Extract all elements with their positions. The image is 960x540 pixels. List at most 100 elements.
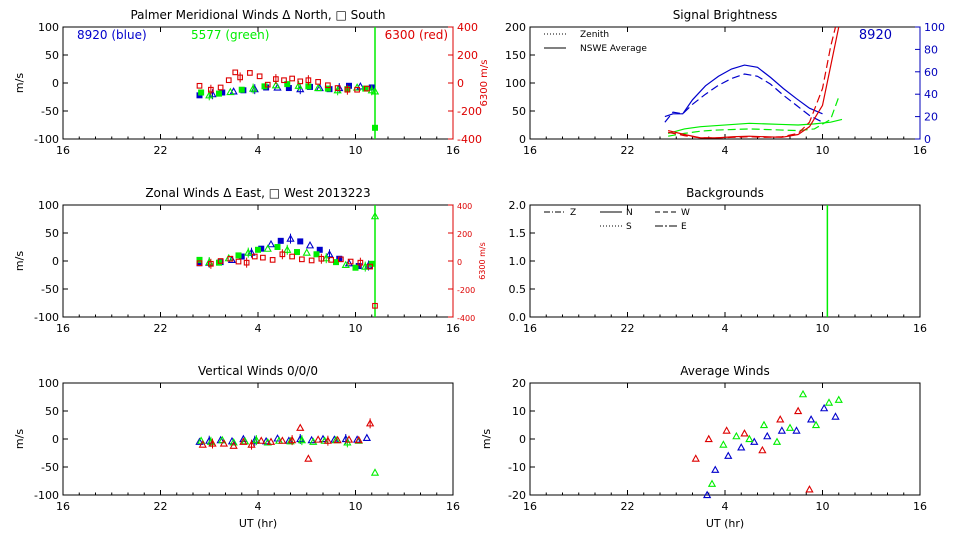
y-tick-label: 50 <box>45 227 59 240</box>
x-tick-label: 16 <box>523 500 537 513</box>
data-point <box>251 253 258 260</box>
data-point <box>232 69 239 76</box>
y-tick-label: 0.0 <box>509 311 527 324</box>
data-point <box>324 85 331 92</box>
data-point <box>691 454 700 462</box>
data-point <box>263 244 272 252</box>
x-tick-label: 22 <box>621 322 635 335</box>
data-point <box>219 439 229 447</box>
data-point <box>313 435 323 443</box>
legend-entry: N <box>626 208 633 218</box>
data-point <box>315 79 321 85</box>
right-axis-label: 6300 m/s <box>479 60 490 107</box>
data-point <box>352 435 362 443</box>
data-point <box>239 437 248 445</box>
data-point <box>806 415 816 423</box>
x-tick-label: 16 <box>913 144 927 157</box>
data-point <box>229 441 238 449</box>
data-point <box>824 398 834 406</box>
data-point <box>347 258 354 265</box>
data-point <box>732 431 741 440</box>
y-tick-label: 100 <box>38 21 59 34</box>
x-tick-label: 10 <box>816 144 830 157</box>
y-tick-label: 100 <box>505 77 526 90</box>
y-axis-label: m/s <box>13 73 26 93</box>
x-tick-label: 10 <box>816 500 830 513</box>
legend-entry: 8920 (blue) <box>77 28 147 42</box>
series-line <box>667 118 843 134</box>
data-point <box>289 253 295 260</box>
data-point <box>316 246 323 253</box>
data-point <box>711 465 720 473</box>
right-tick-label: 400 <box>457 202 472 211</box>
y-tick-label: 0 <box>519 133 526 146</box>
legend-entry: S <box>626 222 632 232</box>
plot-frame <box>62 26 454 140</box>
data-point <box>362 433 372 441</box>
data-point <box>198 440 207 448</box>
data-point <box>217 258 224 264</box>
y-tick-label: 10 <box>512 405 526 418</box>
x-tick-label: 10 <box>349 144 363 157</box>
data-point <box>274 244 281 250</box>
data-point <box>240 436 250 445</box>
data-point <box>227 436 237 445</box>
right-axis-label: 6300 m/s <box>478 242 487 280</box>
y-tick-label: 0 <box>52 77 59 90</box>
right-tick-label: 20 <box>924 111 938 124</box>
y-tick-label: 1.5 <box>509 227 527 240</box>
y-tick-label: -100 <box>34 489 59 502</box>
data-point <box>307 435 316 444</box>
data-point <box>196 82 203 89</box>
data-point <box>247 70 253 76</box>
y-tick-label: -50 <box>41 283 59 296</box>
data-point <box>217 84 224 91</box>
y-tick-label: 200 <box>505 21 526 34</box>
data-point <box>198 89 205 96</box>
data-point <box>819 403 829 412</box>
data-point <box>707 479 717 487</box>
data-point <box>216 259 222 266</box>
chart-title: Average Winds <box>680 364 770 378</box>
right-tick-label: -200 <box>457 105 482 118</box>
plot-frame <box>529 382 921 496</box>
x-tick-label: 22 <box>621 500 635 513</box>
data-point <box>370 87 380 95</box>
data-point <box>294 249 300 256</box>
right-tick-label: 200 <box>457 49 478 62</box>
x-tick-label: 10 <box>349 500 363 513</box>
data-point <box>257 436 266 444</box>
data-point <box>269 257 276 263</box>
right-tick-label: -400 <box>457 314 475 323</box>
data-point <box>195 437 204 445</box>
data-point <box>196 260 203 267</box>
right-tick-label: 0 <box>924 133 931 146</box>
x-tick-label: 16 <box>56 144 70 157</box>
y-tick-label: 50 <box>45 49 59 62</box>
x-tick-label: 16 <box>913 500 927 513</box>
legend-entry: E <box>681 222 687 232</box>
right-tick-label: 100 <box>924 21 945 34</box>
data-point <box>238 86 245 93</box>
x-tick-label: 22 <box>154 144 168 157</box>
data-point <box>763 431 772 440</box>
data-point <box>352 264 359 271</box>
x-tick-label: 4 <box>255 322 262 335</box>
chart-backgrounds: Backgrounds 16 22 4 10 16 2.0 1.5 1.0 0.5 0.0 Z N W S E <box>509 186 928 335</box>
chart-title: Signal Brightness <box>673 8 778 22</box>
chart-title: Palmer Meridional Winds Δ North, □ South <box>130 8 385 22</box>
x-tick-label: 16 <box>446 144 460 157</box>
data-point <box>759 420 769 429</box>
data-point <box>229 438 238 446</box>
data-point <box>758 445 767 454</box>
series-line <box>664 73 823 123</box>
data-point <box>297 238 304 245</box>
data-point <box>344 435 354 443</box>
x-tick-label: 16 <box>446 500 460 513</box>
data-point <box>834 395 843 403</box>
y-tick-label: -20 <box>508 489 526 502</box>
data-point <box>354 435 363 444</box>
y-tick-label: 50 <box>45 405 59 418</box>
y-tick-label: -50 <box>41 461 59 474</box>
